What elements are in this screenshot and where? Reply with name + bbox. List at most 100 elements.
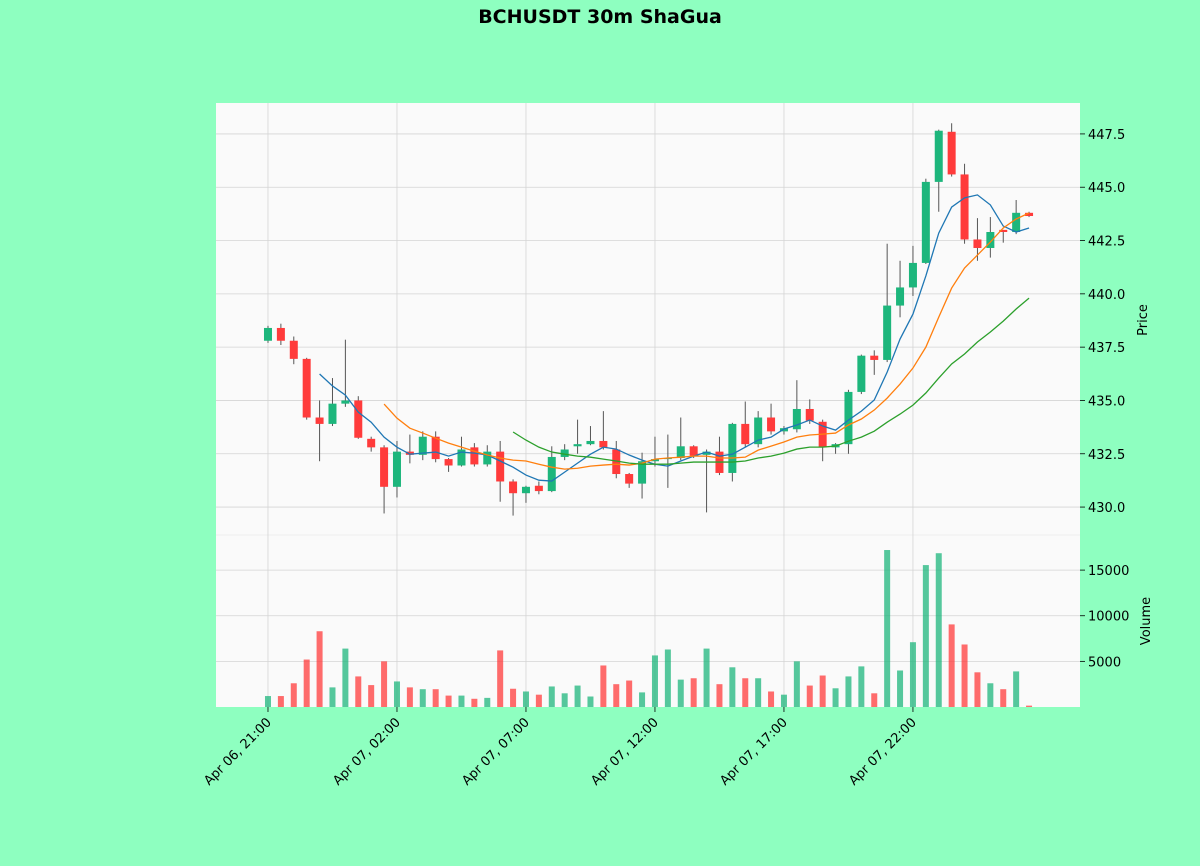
candle-body [276,327,285,341]
volume-bar [497,650,504,707]
volume-bar [871,693,878,707]
candle-body [650,459,659,462]
volume-bar [264,696,271,707]
volume-bar [948,624,955,707]
candle-body [883,305,892,360]
candle-body [534,485,543,492]
volume-bar [548,686,555,707]
candle-body [947,131,956,175]
volume-bar [832,688,839,707]
candle-body [1012,212,1021,233]
candle-body [767,417,776,432]
y-axis-label: Price [1136,304,1151,336]
candle-body [263,327,272,341]
candle-body [921,181,930,263]
volume-bar [277,696,284,707]
candle-body [328,403,337,424]
candle-body [431,436,440,460]
volume-bar [1000,689,1007,707]
volume-bar [574,685,581,707]
candle-body [405,451,414,455]
candle-body [444,459,453,466]
candle-body [392,451,401,487]
candle-body [896,287,905,306]
y-tick-label: 432.5 [1088,448,1125,463]
volume-bar [819,675,826,707]
volume-bar [961,644,968,707]
volume-bar [381,661,388,707]
x-tick-label: Apr 07, 12:00 [588,715,661,788]
volume-bar [987,683,994,707]
volume-bar [639,692,646,707]
candle-body [599,440,608,448]
volume-bar [626,680,633,707]
candle-body [380,447,389,487]
candle-body [496,451,505,482]
y-tick-label: 435.0 [1088,394,1125,409]
candle-body [483,451,492,465]
moving-average-line [512,297,1030,465]
volume-bar [535,694,542,707]
volume-bar [884,550,891,707]
volume-bar [716,684,723,707]
volume-bar [922,565,929,707]
volume-bar [755,678,762,707]
candle-body [908,262,917,288]
volume-bar [587,696,594,707]
candle-body [418,436,427,455]
candle-body [625,474,634,484]
candle-body [547,456,556,492]
volume-bar [484,697,491,707]
candle-body [612,449,621,475]
volume-bar [419,689,426,707]
volume-bar [368,685,375,707]
volume-bar [561,693,568,707]
volume-bar [651,655,658,707]
candle-body [470,447,479,465]
candle-body [741,423,750,445]
chart-title: BCHUSDT 30m ShaGua [478,6,722,28]
volume-bar [445,695,452,707]
volume-bar [1026,705,1033,707]
volume-bar [303,659,310,707]
volume-bar [393,681,400,707]
candle-body [857,355,866,392]
x-tick-label: Apr 07, 22:00 [846,715,919,788]
volume-bar [780,694,787,707]
x-tick-label: Apr 07, 07:00 [459,715,532,788]
volume-bar [355,676,362,707]
volume-bar [897,670,904,707]
candle-body [960,174,969,240]
volume-bar [522,691,529,707]
candle-body [805,408,814,421]
volume-bar [690,678,697,707]
volume-bar [342,648,349,707]
candle-body [934,130,943,182]
candle-body [1025,212,1034,217]
volume-bar [677,679,684,707]
candle-body [754,417,763,445]
y-tick-label: 440.0 [1088,288,1125,303]
candle-body [573,444,582,447]
y-tick-label: 430.0 [1088,501,1125,516]
volume-axis-label: Volume [1139,597,1154,645]
volume-bar [290,683,297,707]
candle-body [999,229,1008,233]
volume-bar [935,553,942,707]
volume-bar [600,665,607,707]
volume-bar [742,678,749,707]
moving-average-line [383,212,1030,470]
x-tick-label: Apr 06, 21:00 [201,715,274,788]
volume-bar [793,661,800,707]
candle-body [560,449,569,457]
volume-bar [664,649,671,707]
y-tick-label: 445.0 [1088,181,1125,196]
volume-bar [806,685,813,707]
y-tick-label: 447.5 [1088,128,1125,143]
candle-body [315,417,324,424]
candle-body [509,481,518,494]
volume-bar [406,687,413,707]
volume-bar [329,687,336,707]
